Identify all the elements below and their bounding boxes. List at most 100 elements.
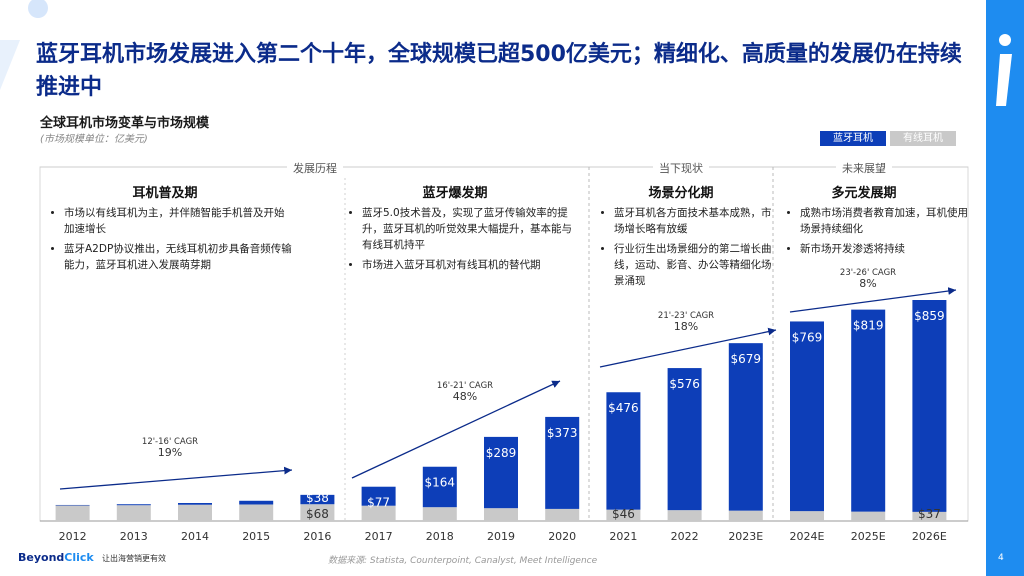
bullet-item: 蓝牙A2DP协议推出，无线耳机初步具备音频传输能力，蓝牙耳机进入发展萌芽期 <box>64 241 294 273</box>
wired-bar <box>116 505 151 521</box>
x-tick-label: 2021 <box>609 530 637 543</box>
data-source: 数据来源: Statista, Counterpoint, Canalyst, … <box>328 556 598 566</box>
x-tick-label: 2012 <box>59 530 87 543</box>
page-title: 蓝牙耳机市场发展进入第二个十年，全球规模已超500亿美元；精细化、高质量的发展仍… <box>36 42 962 100</box>
wired-bar <box>300 504 335 521</box>
bluetooth-bar <box>851 309 886 512</box>
legend-wired: 有线耳机 <box>890 131 956 146</box>
bluetooth-data-label: $819 <box>853 319 884 333</box>
chart-subtitle: 全球耳机市场变革与市场规模 <box>40 116 210 131</box>
footer-logo: BeyondClick <box>18 551 94 564</box>
wired-bar <box>178 504 212 521</box>
bluetooth-bar <box>239 500 274 505</box>
wired-bar <box>484 508 518 521</box>
cagr-value-label: 48% <box>453 390 477 403</box>
cagr-value-label: 18% <box>674 320 698 333</box>
x-tick-label: 2023E <box>728 530 763 543</box>
bluetooth-data-label: $859 <box>914 309 945 323</box>
wired-bar <box>55 505 90 521</box>
bluetooth-bar <box>422 466 457 508</box>
bluetooth-data-label: $769 <box>792 330 823 344</box>
cagr-period-label: 16'-21' CAGR <box>437 381 493 391</box>
logo-text-a: Beyond <box>18 551 65 564</box>
bluetooth-data-label: $164 <box>425 476 456 490</box>
bullet-item: 行业衍生出场景细分的第二增长曲线，运动、影音、办公等精细化场景涌现 <box>614 241 776 289</box>
bullet-item: 蓝牙5.0技术普及，实现了蓝牙传输效率的提升，蓝牙耳机的听觉效果大幅提升，基本能… <box>362 205 582 253</box>
wired-data-label: $68 <box>306 507 329 521</box>
cagr-period-label: 12'-16' CAGR <box>142 437 198 447</box>
wired-bar <box>606 509 641 521</box>
wired-bar <box>545 508 580 521</box>
cagr-arrow <box>351 380 561 479</box>
chart-bars: $38 $68 $77 $164 $289 $373 $476 $46 $576 $679 $769… <box>55 300 947 521</box>
phase-name-4: 多元发展期 <box>831 186 897 201</box>
bullet-item: 成熟市场消费者教育加速，耳机使用场景持续细化 <box>800 205 970 237</box>
bluetooth-bar <box>912 300 947 512</box>
section-label-history: 发展历程 <box>287 160 343 176</box>
phase-name-3: 场景分化期 <box>648 186 714 201</box>
bluetooth-bar <box>116 504 151 506</box>
bluetooth-bar <box>790 321 824 512</box>
bluetooth-bar <box>361 486 396 506</box>
x-tick-label: 2014 <box>181 530 209 543</box>
wired-bar <box>912 511 947 521</box>
bullet-item: 蓝牙耳机各方面技术基本成熟，市场增长略有放缓 <box>614 205 776 237</box>
bluetooth-data-label: $576 <box>669 377 700 391</box>
cagr-arrow <box>599 327 777 368</box>
cagr-value-label: 19% <box>158 446 182 459</box>
market-chart: $38 $68 $77 $164 $289 $373 $476 $46 $576 $679 $769… <box>39 166 969 543</box>
x-tick-label: 2025E <box>851 530 886 543</box>
section-label-future: 未来展望 <box>836 160 892 176</box>
wired-bar <box>728 510 763 521</box>
cagr-arrow <box>59 466 293 490</box>
wired-data-label: $46 <box>612 507 635 521</box>
phase-3-bullets: 蓝牙耳机各方面技术基本成熟，市场增长略有放缓 行业衍生出场景细分的第二增长曲线，… <box>600 205 776 293</box>
cagr-period-label: 21'-23' CAGR <box>658 311 714 321</box>
cagr-value-label: 8% <box>859 277 876 290</box>
x-tick-label: 2016 <box>303 530 331 543</box>
corner-decoration-icon <box>0 0 48 90</box>
bluetooth-data-label: $289 <box>486 446 517 460</box>
x-tick-label: 2022 <box>671 530 699 543</box>
bluetooth-data-label: $373 <box>547 426 578 440</box>
cagr-arrow <box>789 287 957 313</box>
wired-bar <box>790 511 824 521</box>
bluetooth-bar <box>606 392 641 510</box>
phase-1-bullets: 市场以有线耳机为主，并伴随智能手机普及开始加速增长 蓝牙A2DP协议推出，无线耳… <box>50 205 294 277</box>
section-label-present: 当下现状 <box>653 160 709 176</box>
bullet-item: 市场进入蓝牙耳机对有线耳机的替代期 <box>362 257 582 273</box>
x-tick-label: 2015 <box>242 530 270 543</box>
bluetooth-bar <box>300 494 335 505</box>
logo-text-b: Click <box>64 551 94 564</box>
wired-bar <box>667 510 702 521</box>
bullet-item: 市场以有线耳机为主，并伴随智能手机普及开始加速增长 <box>64 205 294 237</box>
x-tick-label: 2024E <box>790 530 825 543</box>
wired-bar <box>422 507 457 521</box>
phase-2-bullets: 蓝牙5.0技术普及，实现了蓝牙传输效率的提升，蓝牙耳机的听觉效果大幅提升，基本能… <box>348 205 582 277</box>
wired-bar <box>239 504 274 521</box>
bluetooth-bar <box>667 368 702 511</box>
bluetooth-data-label: $679 <box>731 352 762 366</box>
bluetooth-data-label: $476 <box>608 401 639 415</box>
page-number: 4 <box>998 553 1004 563</box>
phase-name-2: 蓝牙爆发期 <box>422 186 488 201</box>
bluetooth-data-label: $38 <box>306 491 329 505</box>
phase-4-bullets: 成熟市场消费者教育加速，耳机使用场景持续细化 新市场开发渗透将持续 <box>786 205 970 261</box>
x-tick-label: 2020 <box>548 530 576 543</box>
bullet-item: 新市场开发渗透将持续 <box>800 241 970 257</box>
brand-mark-icon <box>996 34 1012 106</box>
cagr-period-label: 23'-26' CAGR <box>840 268 896 278</box>
unit-note: (市场规模单位：亿美元) <box>40 134 148 145</box>
x-axis-labels: 2012 2013 2014 2015 2016 2017 2018 2019 2020 2021… <box>59 530 947 543</box>
x-tick-label: 2026E <box>912 530 947 543</box>
wired-bar <box>851 511 886 521</box>
legend-bluetooth: 蓝牙耳机 <box>820 131 886 146</box>
x-tick-label: 2018 <box>426 530 454 543</box>
wired-bar <box>361 505 396 521</box>
bluetooth-bar <box>178 502 212 505</box>
wired-data-label: $37 <box>918 507 941 521</box>
footer-tagline: 让出海营销更有效 <box>102 554 166 563</box>
x-tick-label: 2017 <box>365 530 393 543</box>
bluetooth-bar <box>484 436 518 509</box>
